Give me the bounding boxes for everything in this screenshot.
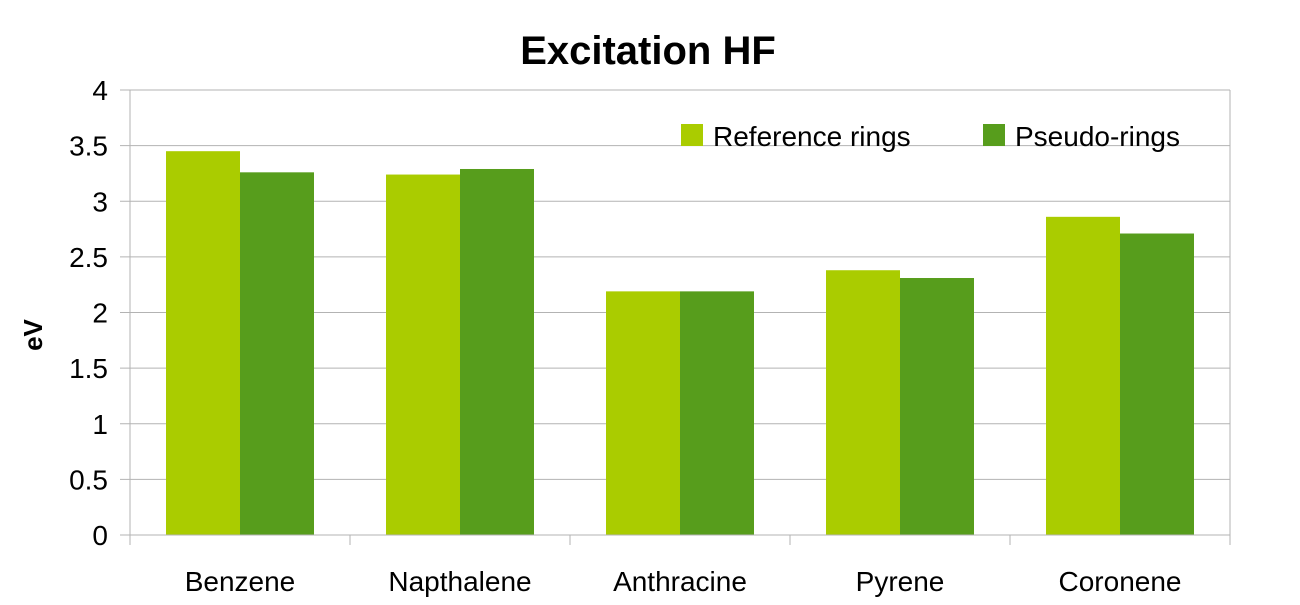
legend-swatch (681, 124, 703, 146)
x-tick-label: Coronene (1059, 566, 1182, 597)
y-tick-label: 2 (92, 298, 108, 329)
y-tick-label: 4 (92, 75, 108, 106)
bar-pseudo-rings-napthalene (460, 168, 534, 536)
y-tick-label: 3.5 (69, 131, 108, 162)
legend: Reference rings Pseudo-rings (681, 121, 1180, 152)
legend-label: Reference rings (713, 121, 911, 152)
bar-reference-rings-pyrene (826, 270, 900, 535)
chart-title: Excitation HF (520, 29, 776, 73)
bar-pseudo-rings-pyrene (900, 278, 974, 535)
y-tick-label: 3 (92, 186, 108, 217)
x-tick-labels: Benzene Napthalene Anthracine Pyrene Coronen… (185, 566, 1182, 597)
x-tick-label: Napthalene (388, 566, 531, 597)
y-axis-label: eV (18, 318, 48, 350)
y-tick-labels: 0 0.5 1 1.5 2 2.5 3 3.5 4 (69, 75, 108, 551)
x-tick-label: Anthracine (613, 566, 747, 597)
bar-reference-rings-benzene (166, 151, 240, 535)
x-tick-label: Benzene (185, 566, 296, 597)
y-tick-label: 0 (92, 520, 108, 551)
axes (120, 89, 1231, 545)
y-tick-label: 1 (92, 409, 108, 440)
bar-reference-rings-napthalene (386, 174, 460, 536)
bar-reference-rings-coronene (1046, 216, 1120, 535)
bar-reference-rings-anthracine (606, 291, 680, 535)
bar-pseudo-rings-anthracine (680, 291, 754, 535)
y-tick-label: 0.5 (69, 464, 108, 495)
y-tick-label: 2.5 (69, 242, 108, 273)
x-tick-label: Pyrene (856, 566, 945, 597)
legend-label: Pseudo-rings (1015, 121, 1180, 152)
bar-pseudo-rings-coronene (1120, 233, 1194, 535)
bar-pseudo-rings-benzene (240, 172, 314, 535)
y-tick-label: 1.5 (69, 353, 108, 384)
bars (166, 151, 1194, 536)
legend-swatch (983, 124, 1005, 146)
